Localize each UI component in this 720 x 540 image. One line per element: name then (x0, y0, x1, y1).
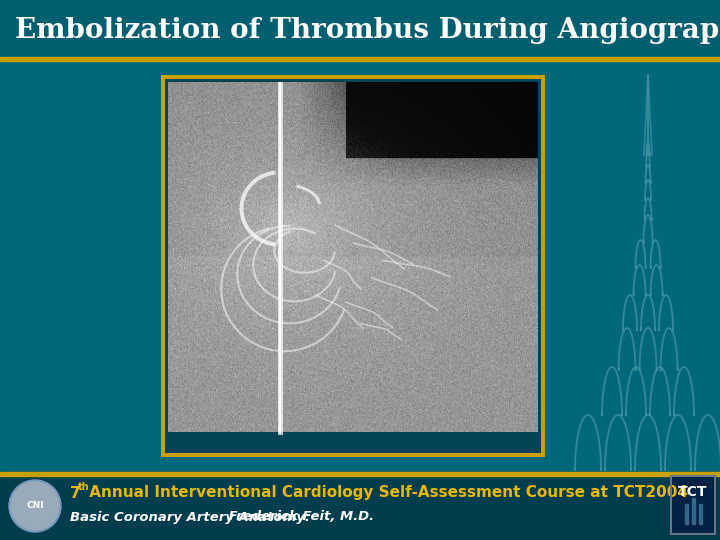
Bar (0, 57, 720, 61)
Bar (165, 79, 541, 453)
Text: 7: 7 (70, 485, 81, 501)
Bar (0, 472, 720, 476)
Bar (671, 476, 715, 534)
Circle shape (11, 482, 59, 530)
Text: Frederick Feit, M.D.: Frederick Feit, M.D. (224, 510, 374, 523)
Text: Embolization of Thrombus During Angiography: Embolization of Thrombus During Angiogra… (15, 17, 720, 44)
Bar (671, 476, 715, 534)
Bar (685, 504, 688, 524)
Bar (0, 472, 720, 540)
Bar (692, 498, 695, 524)
Circle shape (9, 480, 61, 532)
Bar (161, 75, 545, 457)
Text: Basic Coronary Artery Anatomy:: Basic Coronary Artery Anatomy: (70, 510, 310, 523)
Text: TCT: TCT (678, 485, 708, 499)
Text: CNI: CNI (26, 502, 44, 510)
Text: Thrombus: Thrombus (432, 273, 535, 291)
Bar (0, 0, 720, 57)
Bar (699, 504, 702, 524)
Text: Annual Interventional Cardiology Self-Assessment Course at TCT2004: Annual Interventional Cardiology Self-As… (84, 485, 688, 501)
Text: th: th (78, 482, 89, 492)
